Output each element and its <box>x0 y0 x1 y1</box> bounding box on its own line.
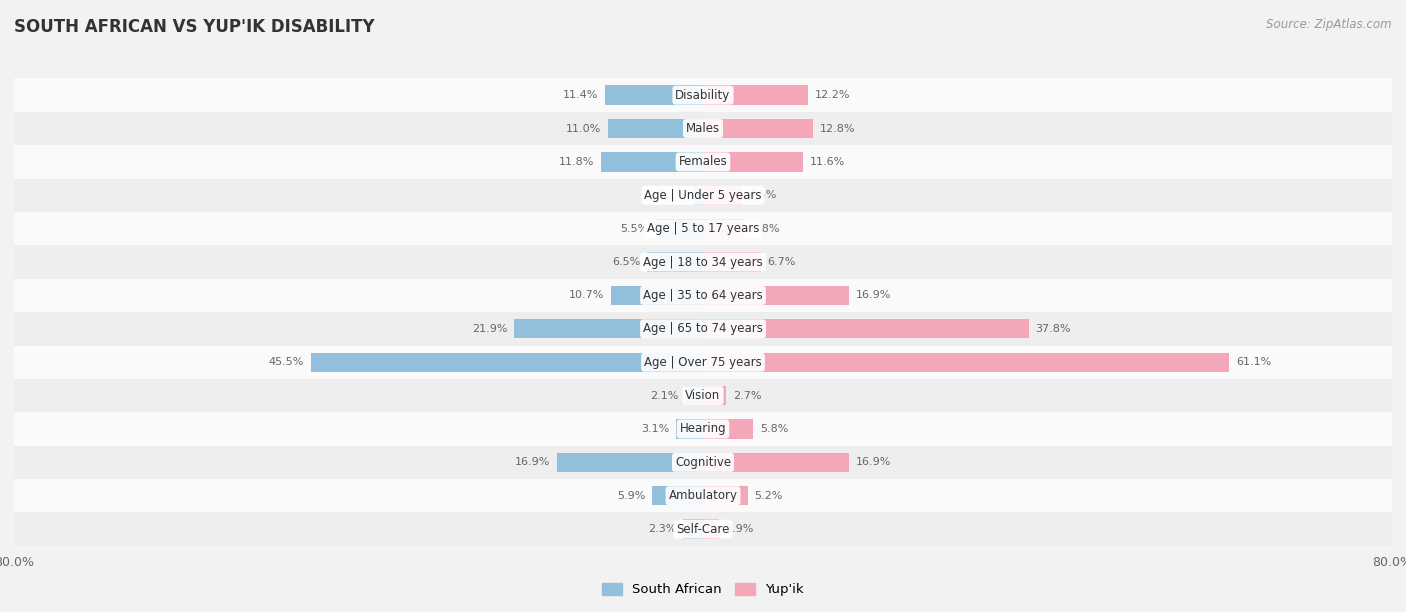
Bar <box>609 119 703 138</box>
Text: Age | 18 to 34 years: Age | 18 to 34 years <box>643 256 763 269</box>
Bar <box>14 112 1392 145</box>
Text: 5.5%: 5.5% <box>620 223 648 234</box>
Text: 21.9%: 21.9% <box>472 324 508 334</box>
Bar <box>703 353 1229 372</box>
Bar <box>683 520 703 539</box>
Text: Age | Under 5 years: Age | Under 5 years <box>644 188 762 202</box>
Bar <box>14 479 1392 512</box>
Bar <box>605 86 703 105</box>
Text: 12.8%: 12.8% <box>820 124 856 133</box>
Bar <box>703 386 727 405</box>
Text: Females: Females <box>679 155 727 168</box>
Bar <box>14 346 1392 379</box>
Bar <box>14 212 1392 245</box>
Text: Disability: Disability <box>675 89 731 102</box>
Text: 5.2%: 5.2% <box>755 491 783 501</box>
Bar <box>14 379 1392 412</box>
Bar <box>515 319 703 338</box>
Bar <box>14 278 1392 312</box>
Text: 11.0%: 11.0% <box>567 124 602 133</box>
Bar <box>647 252 703 272</box>
Bar <box>14 145 1392 179</box>
Text: 11.8%: 11.8% <box>560 157 595 167</box>
Bar <box>14 78 1392 112</box>
Bar <box>703 419 754 439</box>
Legend: South African, Yup'ik: South African, Yup'ik <box>596 578 810 602</box>
Bar <box>14 312 1392 346</box>
Bar <box>703 152 803 171</box>
Text: Age | 65 to 74 years: Age | 65 to 74 years <box>643 323 763 335</box>
Bar <box>14 179 1392 212</box>
Text: 4.5%: 4.5% <box>748 190 778 200</box>
Text: 16.9%: 16.9% <box>855 457 891 468</box>
Text: Age | Over 75 years: Age | Over 75 years <box>644 356 762 368</box>
Text: 11.4%: 11.4% <box>562 90 598 100</box>
Text: 11.6%: 11.6% <box>810 157 845 167</box>
Text: 4.8%: 4.8% <box>751 223 780 234</box>
Bar <box>14 412 1392 446</box>
Text: 3.1%: 3.1% <box>641 424 669 434</box>
Text: 6.7%: 6.7% <box>768 257 796 267</box>
Bar <box>685 386 703 405</box>
Text: 1.1%: 1.1% <box>658 190 686 200</box>
Text: 2.1%: 2.1% <box>650 390 678 401</box>
Text: 16.9%: 16.9% <box>855 291 891 300</box>
Text: Self-Care: Self-Care <box>676 523 730 536</box>
Bar <box>14 446 1392 479</box>
Text: Males: Males <box>686 122 720 135</box>
Bar <box>703 86 808 105</box>
Text: 2.3%: 2.3% <box>648 524 676 534</box>
Bar <box>14 512 1392 546</box>
Bar <box>693 185 703 205</box>
Bar <box>14 245 1392 278</box>
Bar <box>703 185 742 205</box>
Text: 12.2%: 12.2% <box>815 90 851 100</box>
Text: 5.8%: 5.8% <box>759 424 789 434</box>
Bar <box>703 252 761 272</box>
Text: Cognitive: Cognitive <box>675 456 731 469</box>
Bar <box>703 119 813 138</box>
Bar <box>703 486 748 506</box>
Text: Vision: Vision <box>685 389 721 402</box>
Bar <box>703 453 849 472</box>
Text: 37.8%: 37.8% <box>1035 324 1071 334</box>
Text: Age | 5 to 17 years: Age | 5 to 17 years <box>647 222 759 235</box>
Bar <box>311 353 703 372</box>
Text: 61.1%: 61.1% <box>1236 357 1271 367</box>
Text: Age | 35 to 64 years: Age | 35 to 64 years <box>643 289 763 302</box>
Text: Hearing: Hearing <box>679 422 727 436</box>
Bar <box>655 219 703 238</box>
Bar <box>703 219 744 238</box>
Text: Source: ZipAtlas.com: Source: ZipAtlas.com <box>1267 18 1392 31</box>
Text: 45.5%: 45.5% <box>269 357 304 367</box>
Bar <box>602 152 703 171</box>
Text: 10.7%: 10.7% <box>568 291 605 300</box>
Text: 5.9%: 5.9% <box>617 491 645 501</box>
Bar <box>557 453 703 472</box>
Bar <box>703 286 849 305</box>
Bar <box>676 419 703 439</box>
Bar <box>610 286 703 305</box>
Text: 16.9%: 16.9% <box>515 457 551 468</box>
Text: SOUTH AFRICAN VS YUP'IK DISABILITY: SOUTH AFRICAN VS YUP'IK DISABILITY <box>14 18 374 36</box>
Bar <box>703 319 1029 338</box>
Bar <box>652 486 703 506</box>
Text: 6.5%: 6.5% <box>612 257 640 267</box>
Bar <box>703 520 720 539</box>
Text: 2.7%: 2.7% <box>733 390 762 401</box>
Text: 1.9%: 1.9% <box>727 524 755 534</box>
Text: Ambulatory: Ambulatory <box>668 489 738 502</box>
